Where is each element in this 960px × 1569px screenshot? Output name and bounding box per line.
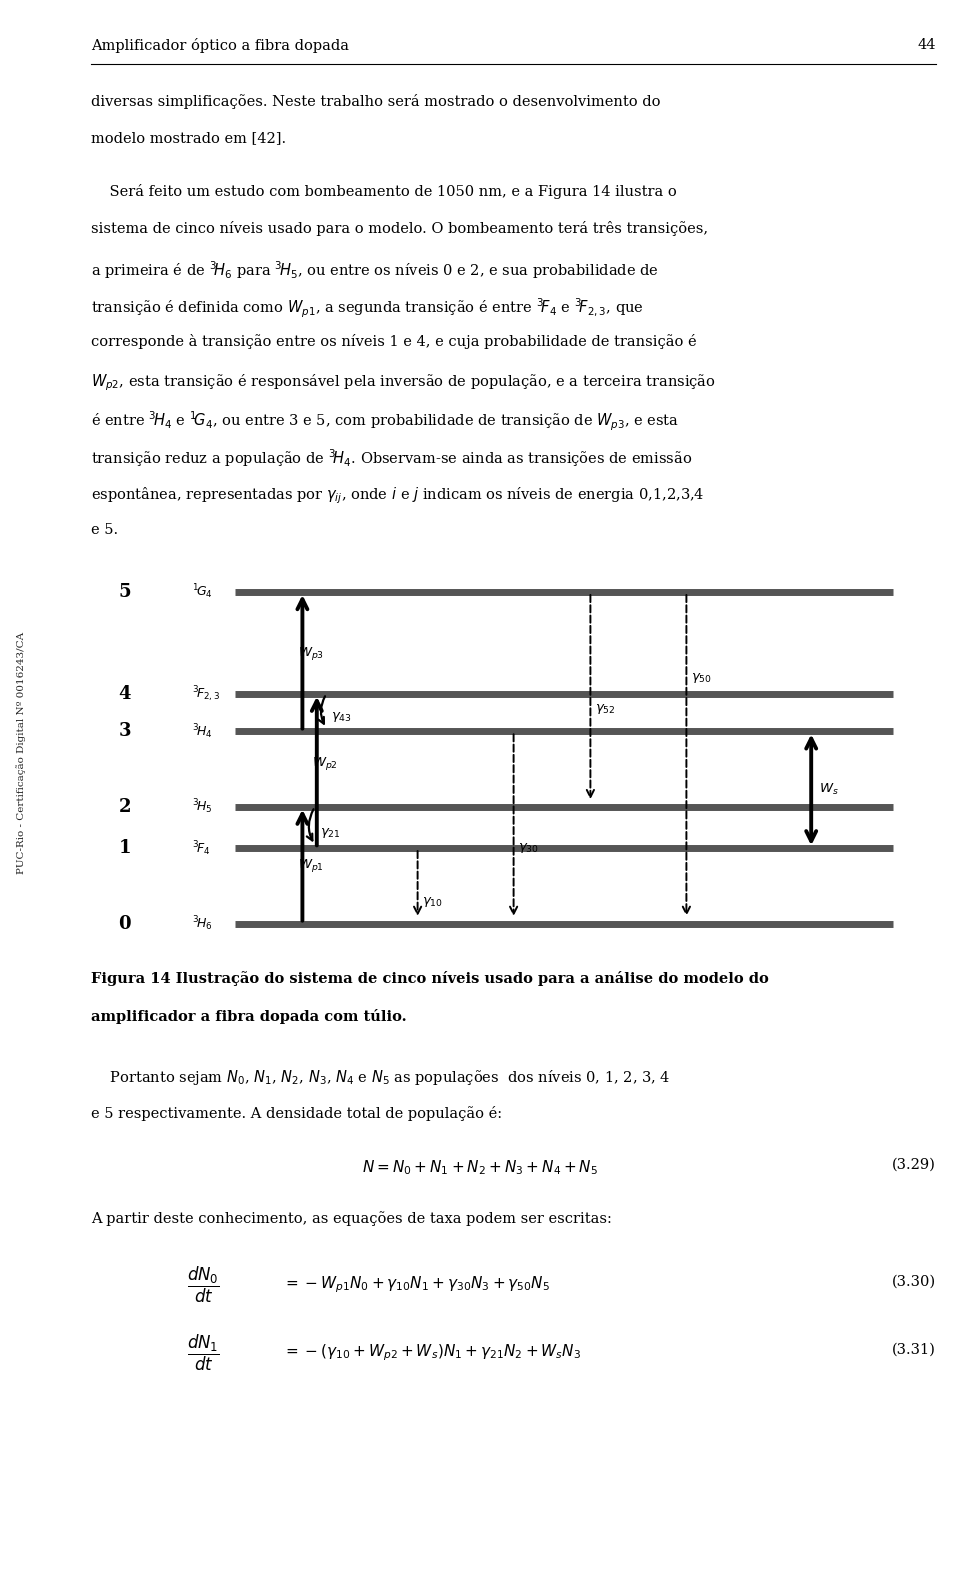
Text: $W_{p2}$: $W_{p2}$ (312, 755, 338, 772)
Text: diversas simplificações. Neste trabalho será mostrado o desenvolvimento do: diversas simplificações. Neste trabalho … (91, 94, 660, 108)
Text: $\gamma_{21}$: $\gamma_{21}$ (320, 827, 341, 841)
Text: (3.29): (3.29) (892, 1158, 936, 1172)
Text: transição reduz a população de ${}^3\!H_4$. Observam-se ainda as transições de e: transição reduz a população de ${}^3\!H_… (91, 447, 692, 469)
Text: a primeira é de ${}^3\!H_6$ para ${}^3\!H_5$, ou entre os níveis 0 e 2, e sua pr: a primeira é de ${}^3\!H_6$ para ${}^3\!… (91, 259, 659, 281)
Text: corresponde à transição entre os níveis 1 e 4, e cuja probabilidade de transição: corresponde à transição entre os níveis … (91, 334, 697, 350)
Text: $\gamma_{52}$: $\gamma_{52}$ (595, 701, 616, 715)
Text: $= -W_{p1}N_0 + \gamma_{10}N_1 + \gamma_{30}N_3 + \gamma_{50}N_5$: $= -W_{p1}N_0 + \gamma_{10}N_1 + \gamma_… (283, 1274, 550, 1294)
Text: (3.31): (3.31) (892, 1343, 936, 1356)
Text: $W_{p3}$: $W_{p3}$ (298, 645, 324, 662)
Text: espontânea, representadas por $\gamma_{ij}$, onde $i$ e $j$ indicam os níveis de: espontânea, representadas por $\gamma_{i… (91, 485, 705, 505)
Text: 0: 0 (118, 915, 132, 932)
Text: e 5 respectivamente. A densidade total de população é:: e 5 respectivamente. A densidade total d… (91, 1106, 502, 1120)
Text: $\gamma_{50}$: $\gamma_{50}$ (691, 670, 712, 684)
Text: 44: 44 (918, 38, 936, 52)
Text: $= -(\gamma_{10} + W_{p2} + W_s)N_1 + \gamma_{21}N_2 + W_sN_3$: $= -(\gamma_{10} + W_{p2} + W_s)N_1 + \g… (283, 1343, 582, 1363)
Text: é entre ${}^3\!H_4$ e ${}^1\!G_4$, ou entre 3 e 5, com probabilidade de transiçã: é entre ${}^3\!H_4$ e ${}^1\!G_4$, ou en… (91, 410, 680, 433)
Text: 3: 3 (118, 722, 132, 741)
Text: PUC-Rio - Certificação Digital Nº 0016243/CA: PUC-Rio - Certificação Digital Nº 001624… (16, 632, 26, 874)
Text: A partir deste conhecimento, as equações de taxa podem ser escritas:: A partir deste conhecimento, as equações… (91, 1211, 612, 1227)
Text: modelo mostrado em [42].: modelo mostrado em [42]. (91, 132, 286, 146)
Text: 2: 2 (118, 797, 132, 816)
Text: ${}^3\!F_{2,3}$: ${}^3\!F_{2,3}$ (192, 684, 220, 704)
Text: ${}^3\!H_4$: ${}^3\!H_4$ (192, 722, 212, 741)
Text: Será feito um estudo com bombeamento de 1050 nm, e a Figura 14 ilustra o: Será feito um estudo com bombeamento de … (91, 184, 677, 199)
Text: $\dfrac{dN_0}{dt}$: $\dfrac{dN_0}{dt}$ (187, 1265, 220, 1305)
Text: ${}^3\!H_6$: ${}^3\!H_6$ (192, 915, 212, 934)
Text: ${}^3\!H_5$: ${}^3\!H_5$ (192, 797, 212, 816)
Text: $W_{p2}$, esta transição é responsável pela inversão de população, e a terceira : $W_{p2}$, esta transição é responsável p… (91, 372, 716, 392)
Text: ${}^3\!F_4$: ${}^3\!F_4$ (192, 839, 210, 858)
Text: 4: 4 (118, 684, 132, 703)
Text: $\dfrac{dN_1}{dt}$: $\dfrac{dN_1}{dt}$ (187, 1334, 220, 1373)
Text: $\gamma_{10}$: $\gamma_{10}$ (422, 896, 444, 910)
Text: $N = N_0 + N_1 + N_2 + N_3 + N_4 + N_5$: $N = N_0 + N_1 + N_2 + N_3 + N_4 + N_5$ (362, 1158, 598, 1177)
Text: $W_{p1}$: $W_{p1}$ (298, 857, 324, 874)
Text: 1: 1 (118, 839, 132, 857)
Text: ${}^1\!G_4$: ${}^1\!G_4$ (192, 582, 213, 601)
Text: Amplificador óptico a fibra dopada: Amplificador óptico a fibra dopada (91, 38, 349, 53)
Text: amplificador a fibra dopada com túlio.: amplificador a fibra dopada com túlio. (91, 1009, 407, 1025)
Text: transição é definida como $W_{p1}$, a segunda transição é entre ${}^3\!F_4$ e ${: transição é definida como $W_{p1}$, a se… (91, 297, 644, 320)
Text: sistema de cinco níveis usado para o modelo. O bombeamento terá três transições,: sistema de cinco níveis usado para o mod… (91, 221, 708, 237)
Text: 5: 5 (118, 584, 132, 601)
Text: Figura 14 Ilustração do sistema de cinco níveis usado para a análise do modelo d: Figura 14 Ilustração do sistema de cinco… (91, 971, 769, 985)
Text: $W_s$: $W_s$ (819, 783, 839, 797)
Text: Portanto sejam $N_0$, $N_1$, $N_2$, $N_3$, $N_4$ e $N_5$ as populações  dos níve: Portanto sejam $N_0$, $N_1$, $N_2$, $N_3… (91, 1068, 671, 1087)
Text: $\gamma_{43}$: $\gamma_{43}$ (331, 709, 352, 723)
Text: e 5.: e 5. (91, 522, 118, 537)
Text: (3.30): (3.30) (892, 1274, 936, 1288)
Text: $\gamma_{30}$: $\gamma_{30}$ (518, 841, 540, 855)
